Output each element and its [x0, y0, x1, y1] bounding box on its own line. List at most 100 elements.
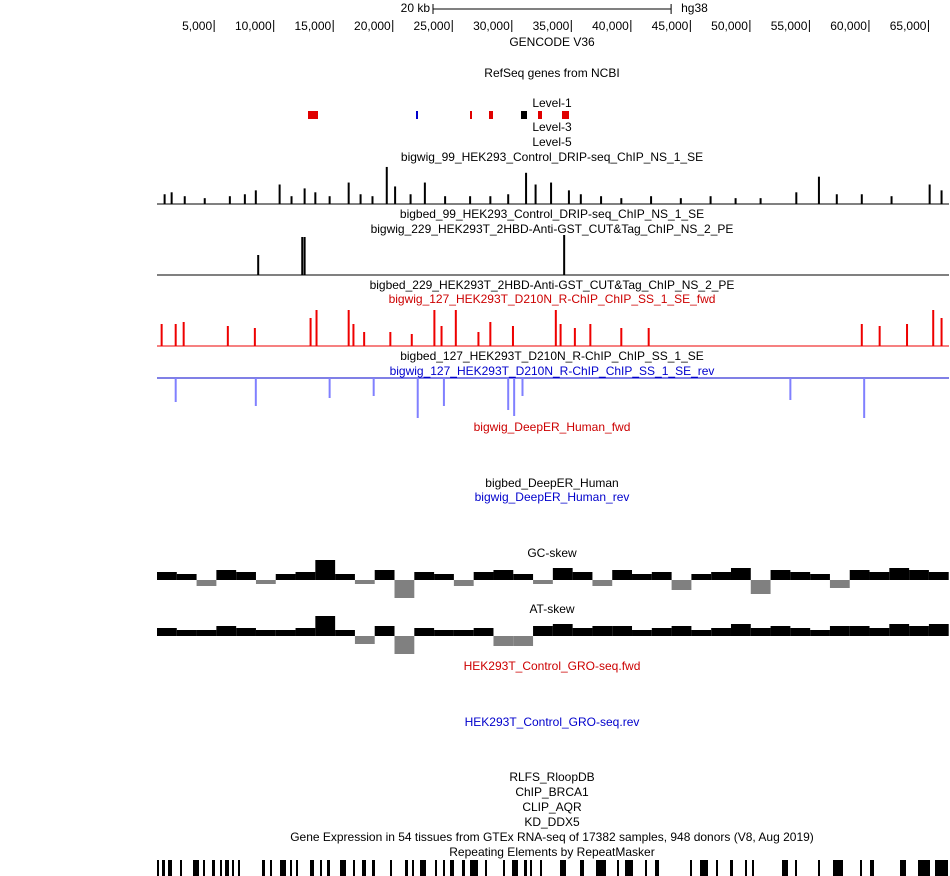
signal-peak — [290, 196, 293, 204]
signal-peak — [254, 190, 257, 204]
signal-peak — [440, 326, 443, 346]
skew-bar — [790, 628, 811, 636]
gene — [489, 111, 493, 119]
skew-bar — [315, 560, 336, 580]
tick-label: 60,000 — [830, 19, 867, 33]
track-label: bigbed_127_HEK293T_D210N_R-ChIP_ChIP_SS_… — [400, 349, 704, 363]
signal-peak — [734, 198, 737, 204]
signal-peak — [363, 332, 366, 346]
skew-bar — [572, 628, 593, 636]
signal-peak — [573, 328, 576, 346]
signal-peak — [174, 324, 177, 346]
skew-bar — [295, 628, 316, 636]
signal-peak — [647, 328, 650, 346]
track-label: Level-5 — [532, 135, 572, 149]
signal-peak — [521, 378, 524, 396]
tick-label: 45,000 — [652, 19, 689, 33]
signal-peak — [328, 378, 331, 398]
skew-bar — [196, 580, 217, 586]
skew-bar — [810, 630, 830, 636]
skew-bar — [335, 630, 355, 636]
skew-bar — [414, 572, 435, 580]
signal-peak — [860, 194, 863, 204]
skew-bar — [473, 572, 494, 580]
skew-bar — [592, 626, 613, 636]
skew-bar — [157, 628, 177, 636]
skew-bar — [750, 580, 771, 594]
skew-bar — [632, 630, 652, 636]
skew-bar — [869, 572, 890, 580]
signal-peak — [389, 332, 392, 346]
signal-peak — [835, 194, 838, 204]
signal-peak — [489, 322, 492, 346]
signal-peak — [423, 182, 426, 204]
signal-peak — [314, 192, 317, 204]
signal-peak — [359, 194, 362, 204]
track-label: KD_DDX5 — [524, 815, 580, 829]
signal-peak — [928, 184, 931, 204]
gene — [521, 111, 527, 119]
skew-bar — [434, 574, 454, 580]
skew-bar — [295, 572, 316, 580]
skew-bar — [176, 630, 197, 636]
signal-peak — [301, 237, 304, 275]
track-label: RefSeq genes from NCBI — [484, 66, 619, 80]
signal-peak — [940, 318, 943, 346]
skew-bar — [730, 624, 751, 636]
signal-peak — [890, 196, 893, 204]
skew-bar — [928, 624, 949, 636]
tick-label: 20,000 — [354, 19, 391, 33]
skew-bar — [612, 570, 633, 580]
signal-peak — [182, 322, 185, 346]
refseq-gene-marks — [308, 111, 569, 119]
signal-peak — [554, 310, 557, 346]
track-label: HEK293T_Control_GRO-seq.fwd — [464, 659, 641, 673]
signal-peak — [433, 310, 436, 346]
skew-bar — [157, 572, 177, 580]
skew-bar — [414, 628, 435, 636]
skew-bar — [335, 574, 355, 580]
skew-bar — [711, 572, 731, 580]
signal-peak — [525, 172, 528, 204]
signal-peak — [394, 186, 397, 204]
track-label: bigwig_DeepER_Human_fwd — [474, 420, 631, 434]
signal-peak — [183, 196, 186, 204]
signal-peak — [228, 196, 231, 204]
signal-peak — [507, 378, 510, 410]
skew-bar — [473, 628, 494, 636]
skew-bar — [889, 624, 910, 636]
signal-peak — [620, 328, 623, 346]
track-label: Repeating Elements by RepeatMasker — [449, 845, 654, 859]
skew-bar — [612, 626, 633, 636]
signal-peak — [559, 324, 562, 346]
signal-peak — [567, 190, 570, 204]
gene — [562, 111, 569, 119]
signal-peak — [226, 326, 229, 346]
track-label: bigwig_127_HEK293T_D210N_R-ChIP_ChIP_SS_… — [389, 292, 716, 306]
skew-bar — [453, 580, 474, 586]
signal-peak — [709, 196, 712, 204]
skew-bar — [374, 570, 395, 580]
tick-label: 5,000 — [182, 19, 212, 33]
skew-bar — [394, 636, 415, 654]
signal-peak — [371, 196, 374, 204]
skew-bar — [236, 628, 256, 636]
skew-bar — [196, 630, 217, 636]
track-label: AT-skew — [529, 602, 574, 616]
skew-bar — [255, 630, 276, 636]
skew-bar — [513, 636, 534, 646]
gene — [538, 111, 542, 119]
skew-bar — [552, 568, 573, 580]
signal-peak — [795, 192, 798, 204]
signal-peak — [513, 378, 516, 416]
skew-bar — [354, 636, 375, 644]
signal-peak — [534, 184, 537, 204]
skew-bar — [909, 626, 929, 636]
signal-peak — [410, 334, 413, 346]
signal-peak — [174, 378, 177, 402]
skew-bar — [216, 626, 237, 636]
skew-bar — [671, 626, 692, 636]
signal-peak — [160, 324, 163, 346]
skew-bar — [533, 626, 553, 636]
